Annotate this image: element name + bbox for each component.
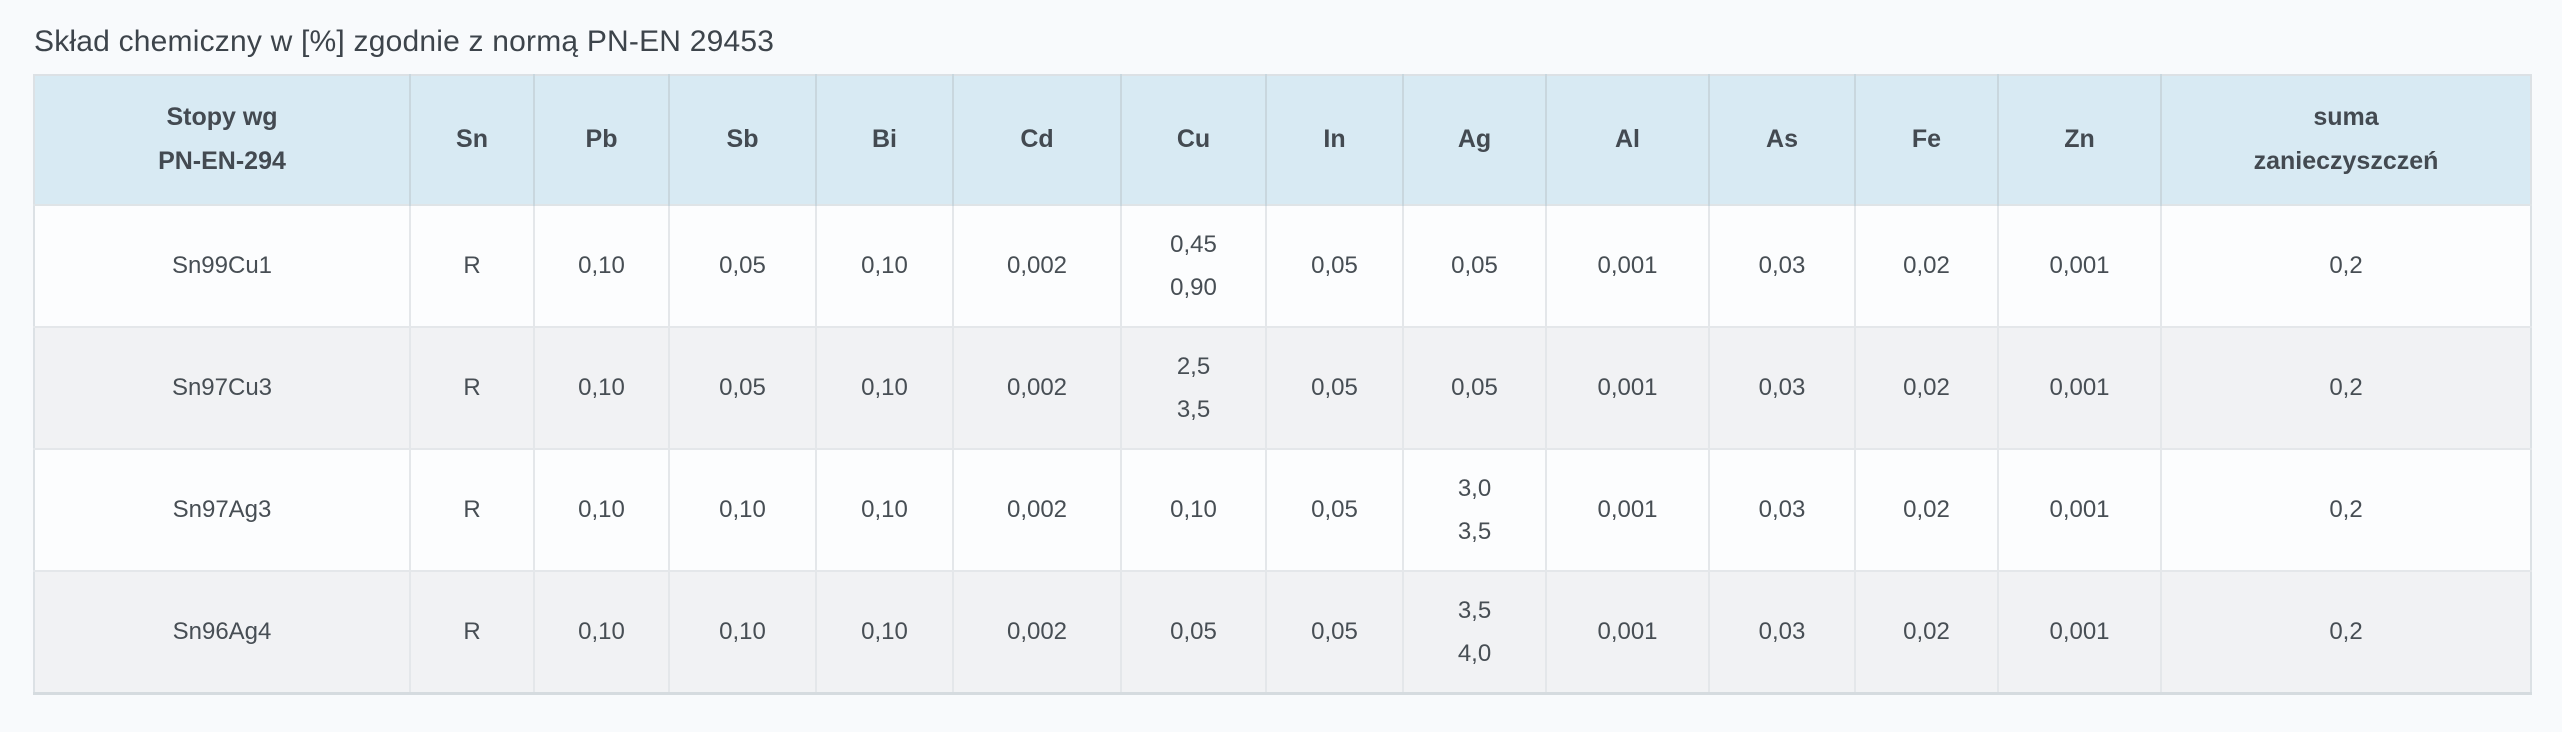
table-cell: R <box>410 205 535 327</box>
column-header-cu: Cu <box>1121 75 1267 205</box>
table-cell: 0,2 <box>2329 496 2363 524</box>
table-cell: 0,10 <box>669 571 817 693</box>
column-header-sn: Sn <box>410 75 535 205</box>
column-header-as: As <box>1709 75 1856 205</box>
table-cell: 0,2 <box>2329 252 2363 280</box>
table-cell: 0,03 <box>1709 571 1856 693</box>
page-title: Skład chemiczny w [%] zgodnie z normą PN… <box>34 25 775 58</box>
column-header-impurities-sum: suma zanieczyszczeń <box>2161 75 2531 205</box>
table-cell: 0,45 0,90 <box>1121 205 1267 327</box>
table-cell: 0,002 <box>953 205 1122 327</box>
page: Skład chemiczny w [%] zgodnie z normą PN… <box>0 27 2562 695</box>
table-cell: 0,2 <box>2329 374 2363 402</box>
column-header-alloy: Stopy wg PN-EN-294 <box>34 75 411 205</box>
table-cell: 0,001 <box>1998 205 2162 327</box>
table-cell: 0,10 <box>1121 449 1267 571</box>
table-row: Sn97Cu3 R 0,10 0,05 0,10 0,002 2,5 3,5 0… <box>34 327 2531 449</box>
table-row: Sn99Cu1 R 0,10 0,05 0,10 0,002 0,45 0,90… <box>34 205 2531 327</box>
table-cell: 0,05 <box>1266 571 1404 693</box>
column-header-sb: Sb <box>669 75 817 205</box>
cell-alloy-name: Sn96Ag4 <box>34 571 411 693</box>
table-cell: 0,02 <box>1855 571 1999 693</box>
table-header: Stopy wg PN-EN-294 Sn Pb Sb Bi Cd Cu In … <box>34 75 2531 205</box>
column-header-zn: Zn <box>1998 75 2162 205</box>
table-cell: 0,10 <box>816 205 954 327</box>
table-cell: 0,05 <box>1266 205 1404 327</box>
table-cell: 0,10 <box>534 327 670 449</box>
table-cell: 0,001 <box>1998 449 2162 571</box>
table-cell: 0,03 <box>1709 205 1856 327</box>
table-cell: 0,03 <box>1709 327 1856 449</box>
table-cell: 0,05 <box>1266 327 1404 449</box>
table-row: Sn96Ag4 R 0,10 0,10 0,10 0,002 0,05 0,05… <box>34 571 2531 693</box>
table-cell: 0,2 <box>2329 618 2363 646</box>
table-cell: 0,001 <box>1546 449 1710 571</box>
table-cell: 3,5 4,0 <box>1403 571 1547 693</box>
table-cell: 0,10 <box>816 449 954 571</box>
table-cell: R <box>410 327 535 449</box>
table-cell: 0,001 <box>1998 571 2162 693</box>
table-cell: 0,02 <box>1855 327 1999 449</box>
table-cell: 0,001 <box>1546 205 1710 327</box>
table-cell: 0,10 <box>534 205 670 327</box>
table-cell: 0,10 <box>534 571 670 693</box>
table-cell: 2,5 3,5 <box>1121 327 1267 449</box>
table-cell: R <box>410 449 535 571</box>
column-header-ag: Ag <box>1403 75 1547 205</box>
table-cell: 0,001 <box>1546 327 1710 449</box>
table-cell: 0,001 <box>1546 571 1710 693</box>
table-cell: 0,03 <box>1709 449 1856 571</box>
table-cell: 0,05 <box>669 205 817 327</box>
column-header-pb: Pb <box>534 75 670 205</box>
table-cell: 0,001 <box>1998 327 2162 449</box>
table-cell: R <box>410 571 535 693</box>
column-header-fe: Fe <box>1855 75 1999 205</box>
table-cell: 0,10 <box>816 571 954 693</box>
table-cell: 0,002 <box>953 571 1122 693</box>
header-row: Stopy wg PN-EN-294 Sn Pb Sb Bi Cd Cu In … <box>34 75 2531 205</box>
table-cell: 0,10 <box>534 449 670 571</box>
table-cell: 0,05 <box>1121 571 1267 693</box>
column-header-in: In <box>1266 75 1404 205</box>
column-header-bi: Bi <box>816 75 954 205</box>
table-cell: 0,05 <box>669 327 817 449</box>
table-cell: 0,10 <box>669 449 817 571</box>
table-body: Sn99Cu1 R 0,10 0,05 0,10 0,002 0,45 0,90… <box>34 205 2531 693</box>
table-cell: 0,05 <box>1266 449 1404 571</box>
table-cell: 0,02 <box>1855 449 1999 571</box>
cell-alloy-name: Sn97Cu3 <box>34 327 411 449</box>
table-cell: 0,002 <box>953 327 1122 449</box>
table-row: Sn97Ag3 R 0,10 0,10 0,10 0,002 0,10 0,05… <box>34 449 2531 571</box>
chemical-composition-table: Stopy wg PN-EN-294 Sn Pb Sb Bi Cd Cu In … <box>33 74 2532 695</box>
table-cell: 0,05 <box>1403 205 1547 327</box>
table-cell: 0,10 <box>816 327 954 449</box>
cell-alloy-name: Sn97Ag3 <box>34 449 411 571</box>
table-cell: 0,02 <box>1855 205 1999 327</box>
table-cell: 0,05 <box>1403 327 1547 449</box>
table-cell: 3,0 3,5 <box>1403 449 1547 571</box>
cell-alloy-name: Sn99Cu1 <box>34 205 411 327</box>
table-cell: 0,002 <box>953 449 1122 571</box>
column-header-al: Al <box>1546 75 1710 205</box>
column-header-cd: Cd <box>953 75 1122 205</box>
